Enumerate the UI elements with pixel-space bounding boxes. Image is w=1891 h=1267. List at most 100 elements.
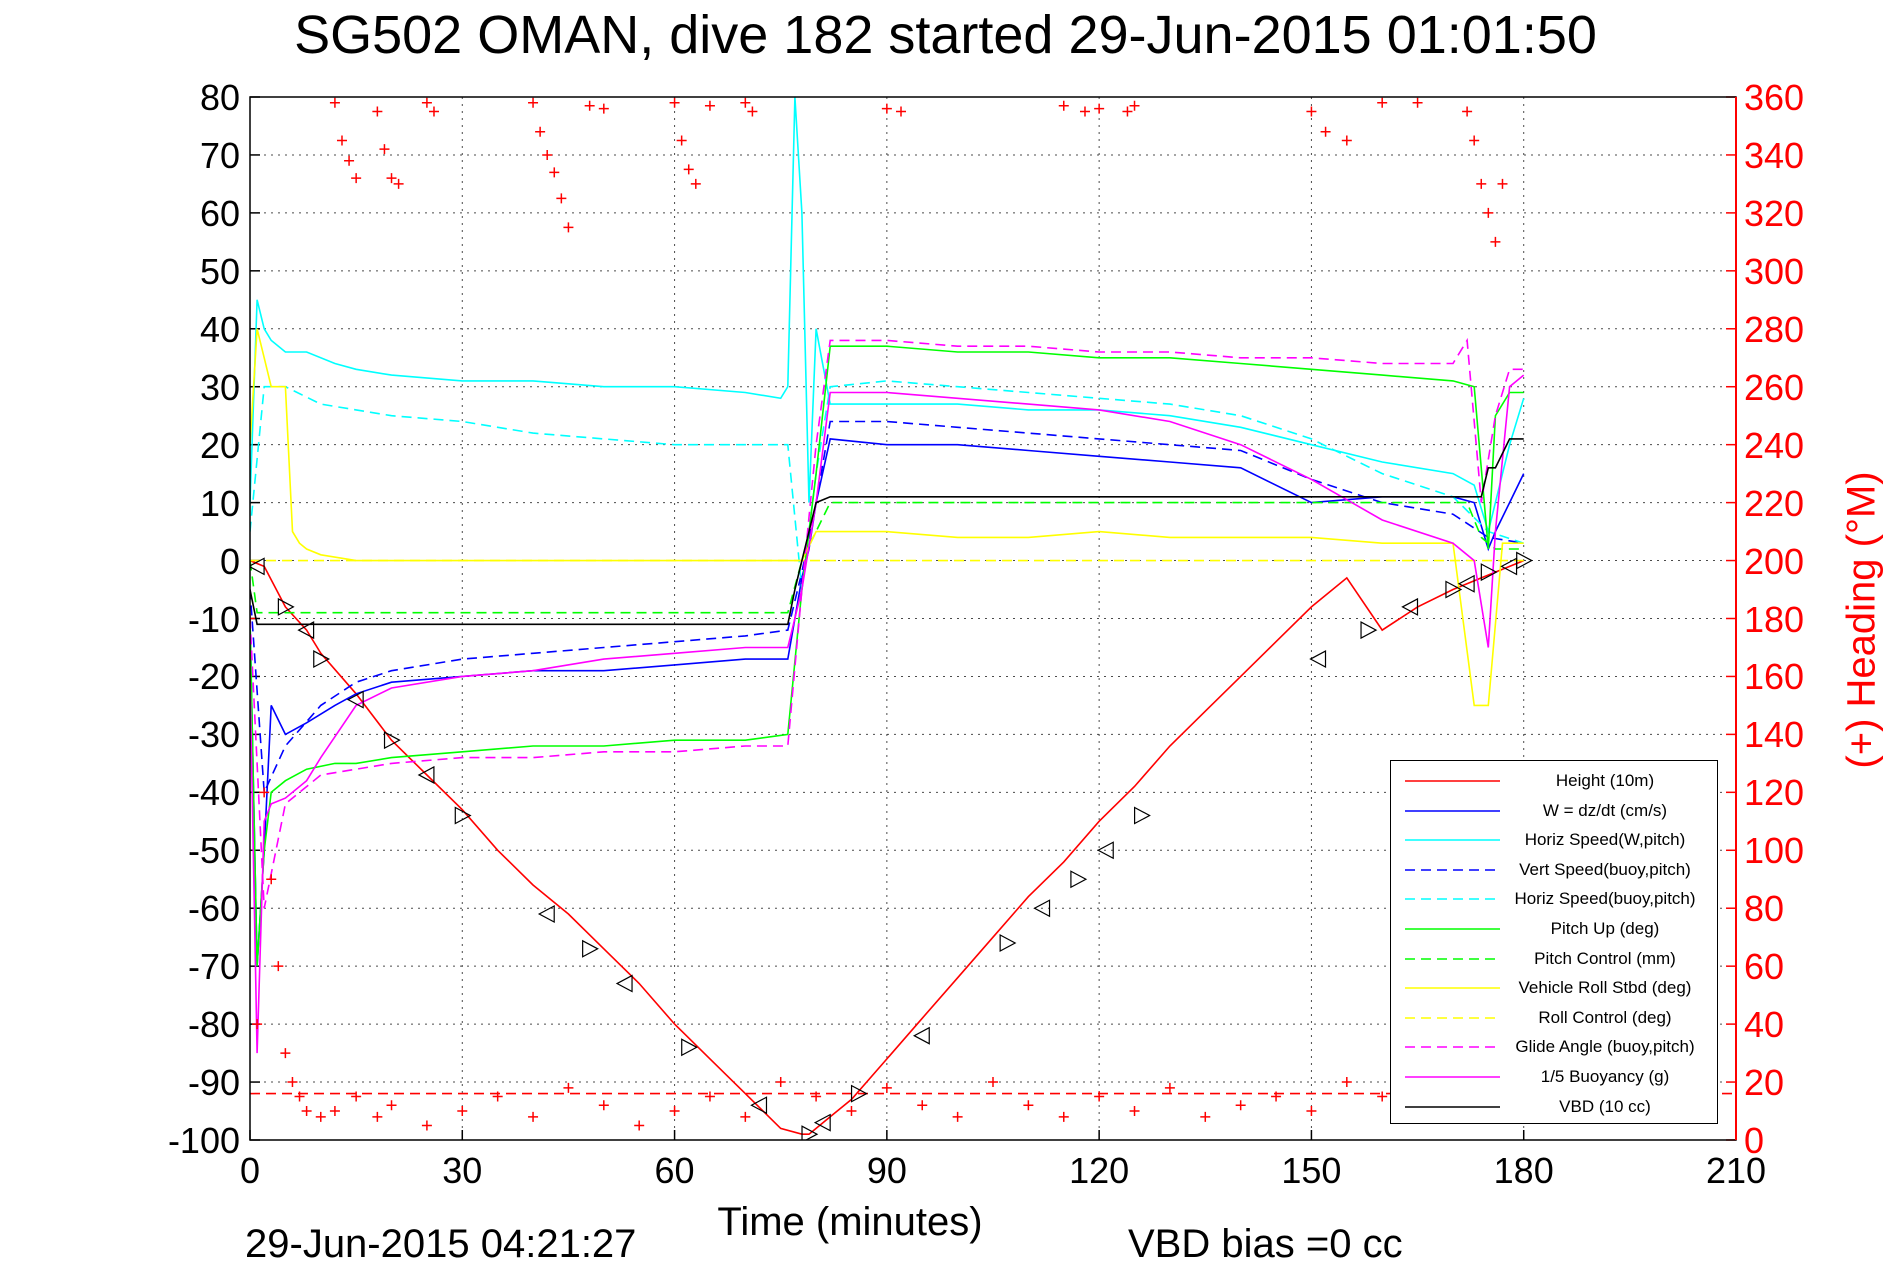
- heading-point: [457, 1106, 468, 1117]
- y-tick-label: 30: [199, 366, 240, 408]
- heading-point: [266, 874, 277, 885]
- x-tick-label: 210: [1705, 1150, 1767, 1191]
- chart-title: SG502 OMAN, dive 182 started 29-Jun-2015…: [294, 5, 1597, 65]
- y2-tick-label: 120: [1744, 772, 1805, 814]
- heading-point: [273, 961, 284, 972]
- heading-markers-13: [329, 97, 1508, 247]
- y2-tick-label: 260: [1744, 366, 1805, 408]
- x-tick-label: 120: [1069, 1150, 1130, 1191]
- height-marker: [750, 1096, 768, 1115]
- series-line-vert-speed-buoy-pitch: [250, 420, 1524, 793]
- y-tick-label: -60: [187, 888, 240, 930]
- y-tick-label: 0: [219, 540, 240, 582]
- y-tick-label: -100: [167, 1120, 240, 1161]
- y-tick-label: 80: [199, 77, 240, 118]
- heading-point: [1306, 1106, 1317, 1117]
- heading-point: [563, 1082, 574, 1093]
- y-tick-label: -30: [187, 714, 240, 756]
- heading-point: [556, 193, 567, 204]
- y2-tick-label: 80: [1744, 888, 1785, 930]
- legend-swatch: [1405, 839, 1500, 841]
- y-tick-label: -50: [187, 830, 240, 872]
- heading-point: [250, 613, 255, 624]
- y2-tick-label: 180: [1744, 598, 1805, 640]
- heading-point: [542, 149, 553, 160]
- legend-label: Pitch Control (mm): [1534, 948, 1676, 968]
- series-line-horiz-speed-buoy-pitch: [250, 380, 1524, 590]
- legend-item: Horiz Speed(buoy,pitch): [1391, 885, 1717, 915]
- y2-tick-label: 240: [1744, 424, 1805, 466]
- y2-tick-label: 160: [1744, 656, 1805, 698]
- y-tick-label: 60: [199, 192, 240, 234]
- height-marker: [582, 939, 599, 958]
- heading-point: [315, 1111, 326, 1122]
- heading-point: [528, 1111, 539, 1122]
- y2-tick-label: 140: [1744, 714, 1805, 756]
- legend-label: Height (10m): [1555, 771, 1655, 790]
- heading-point: [1377, 97, 1388, 108]
- heading-point: [386, 173, 397, 184]
- heading-point: [1462, 106, 1473, 117]
- heading-point: [1476, 178, 1487, 189]
- heading-point: [917, 1100, 928, 1111]
- legend-label: 1/5 Buoyancy (g): [1540, 1067, 1670, 1086]
- heading-point: [372, 106, 383, 117]
- y2-axis-label: (+) Heading (°M): [1839, 471, 1884, 769]
- x-tick-label: 30: [442, 1150, 483, 1191]
- heading-point: [386, 1100, 397, 1111]
- height-marker: [912, 1026, 930, 1045]
- legend-swatch: [1405, 928, 1500, 930]
- heading-point: [421, 97, 432, 108]
- y-tick-label: -90: [187, 1062, 240, 1104]
- x-tick-label: 180: [1493, 1150, 1554, 1191]
- series-line-pitch-control-mm: [250, 501, 1524, 614]
- legend-item: Height (10m): [1391, 767, 1717, 797]
- heading-point: [598, 1100, 609, 1111]
- x-tick-label: 0: [239, 1150, 261, 1191]
- legend-item: Roll Control (deg): [1391, 1004, 1717, 1034]
- heading-point: [634, 1120, 645, 1131]
- height-marker: [813, 1113, 831, 1132]
- series-line-horiz-speed-w-pitch: [250, 97, 1525, 535]
- heading-point: [287, 1077, 298, 1088]
- legend-swatch: [1405, 987, 1500, 989]
- y-tick-label: 20: [199, 424, 240, 466]
- height-marker: [313, 650, 331, 669]
- y-tick-label: 10: [199, 482, 240, 524]
- heading-point: [846, 1106, 857, 1117]
- legend-label: Horiz Speed(W,pitch): [1524, 830, 1686, 850]
- heading-point: [584, 100, 595, 111]
- heading-point: [676, 135, 687, 146]
- series-line-pitch-up-deg: [250, 345, 1524, 967]
- heading-point: [669, 97, 680, 108]
- legend-label: Vehicle Roll Stbd (deg): [1518, 978, 1692, 998]
- heading-point: [336, 135, 347, 146]
- heading-point: [1320, 126, 1331, 137]
- heading-point: [428, 106, 439, 117]
- heading-point: [252, 1019, 263, 1030]
- height-marker: [999, 933, 1017, 952]
- legend-label: Roll Control (deg): [1538, 1007, 1672, 1027]
- height-marker: [1134, 806, 1151, 825]
- height-marker: [417, 765, 435, 784]
- y2-tick-label: 300: [1744, 250, 1805, 292]
- legend-label: Vert Speed(buoy,pitch): [1519, 859, 1691, 879]
- height-marker: [681, 1038, 698, 1057]
- heading-point: [704, 1091, 715, 1102]
- y2-tick-label: 60: [1744, 946, 1785, 988]
- heading-point: [1490, 236, 1501, 247]
- heading-point: [952, 1111, 963, 1122]
- heading-point: [280, 1048, 291, 1059]
- heading-point: [1306, 106, 1317, 117]
- heading-point: [1079, 106, 1090, 117]
- series-layer: [250, 97, 1736, 1140]
- heading-point: [747, 106, 758, 117]
- legend-label: VBD (10 cc): [1559, 1096, 1651, 1116]
- height-marker: [1516, 551, 1533, 570]
- legend-item: VBD (10 cc): [1391, 1093, 1717, 1123]
- heading-point: [1341, 1077, 1352, 1088]
- heading-point: [1235, 1100, 1246, 1111]
- heading-point: [259, 787, 270, 798]
